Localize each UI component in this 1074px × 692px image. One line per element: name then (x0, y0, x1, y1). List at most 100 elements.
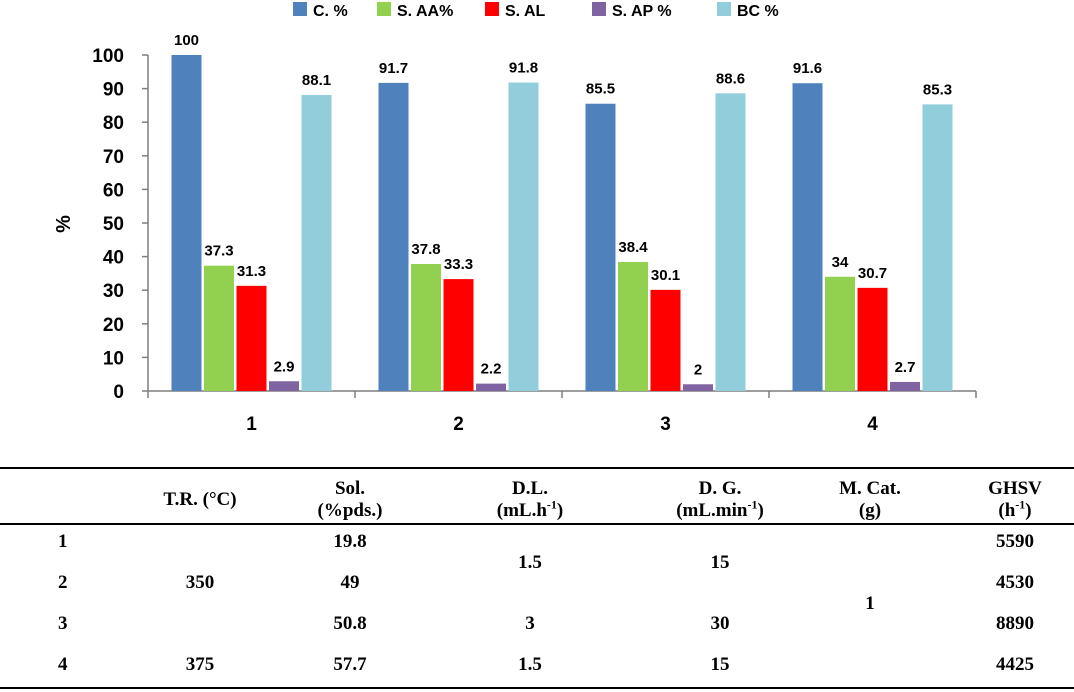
bar (683, 384, 713, 391)
data-label: 2 (694, 361, 702, 378)
data-label: 85.3 (923, 81, 952, 98)
y-tick-label: 20 (103, 315, 124, 336)
header-sol: Sol. (%pds.) (290, 478, 410, 522)
data-label: 37.3 (204, 243, 233, 260)
data-label: 34 (832, 254, 849, 271)
header-dg-line1: D. G. (698, 478, 742, 499)
row-3-sol: 50.8 (333, 613, 367, 634)
bar (618, 261, 648, 391)
dg-value-row-3: 30 (710, 613, 730, 634)
row-1-sol: 19.8 (333, 531, 367, 552)
mcat-value-all: 1 (865, 593, 875, 614)
y-tick-label: 60 (103, 180, 124, 201)
bar (411, 263, 441, 391)
header-dl: D.L. (mL.h-1) (465, 478, 595, 522)
dg-value-row-4: 15 (710, 654, 730, 675)
data-label: 85.5 (586, 81, 615, 98)
legend-label: S. AA% (397, 3, 453, 20)
row-2-ghsv: 4530 (996, 572, 1034, 593)
header-mcat: M. Cat. (g) (810, 478, 930, 522)
data-label: 2.2 (481, 361, 502, 378)
dl-value-row-3: 3 (525, 613, 535, 634)
legend-label: BC % (737, 3, 779, 20)
data-label: 100 (174, 32, 199, 49)
row-1-ghsv: 5590 (996, 531, 1034, 552)
header-dg-line2: (mL.min-1) (676, 497, 764, 521)
x-tick-label: 3 (660, 414, 671, 435)
legend-label: S. AL (505, 3, 546, 20)
y-tick-label: 50 (103, 214, 124, 235)
bar (922, 104, 953, 391)
bar (236, 285, 267, 391)
data-label: 38.4 (618, 239, 648, 256)
dl-value-rows-1-2: 1.5 (518, 552, 542, 573)
data-label: 31.3 (237, 263, 266, 280)
legend-swatch (293, 2, 307, 16)
bar (204, 265, 234, 391)
bar (792, 83, 823, 391)
bar (825, 276, 855, 391)
legend-label: S. AP % (612, 3, 672, 20)
data-label: 91.7 (379, 60, 408, 77)
bar (378, 82, 409, 391)
row-3-id: 3 (58, 613, 68, 634)
header-ghsv-line1: GHSV (988, 478, 1042, 499)
header-mcat-line2: (g) (858, 500, 882, 521)
header-tr: T.R. (°C) (163, 489, 237, 510)
header-mcat-line1: M. Cat. (839, 478, 901, 499)
bar (301, 94, 332, 391)
data-label: 2.7 (895, 359, 916, 376)
y-tick-label: 40 (103, 248, 124, 269)
row-3-ghsv: 8890 (996, 613, 1034, 634)
x-axis: 1 2 3 4 (147, 390, 977, 435)
y-tick-label: 100 (92, 46, 124, 67)
data-label: 88.6 (716, 70, 745, 87)
row-2-sol: 49 (340, 572, 360, 593)
bar (715, 93, 746, 391)
row-4-ghsv: 4425 (996, 654, 1034, 675)
dl-value-row-4: 1.5 (518, 654, 542, 675)
data-label: 30.1 (651, 267, 680, 284)
row-4-id: 4 (58, 654, 68, 675)
bar (443, 279, 474, 391)
data-labels: 100 37.331.3 2.9 88.1 91.7 37.833.3 2.2 91.8 85.… (174, 32, 952, 378)
legend-swatch (377, 2, 391, 16)
y-axis: % 0 10 20 30 40 50 60 70 80 90 100 (53, 46, 149, 403)
header-dl-line1: D.L. (512, 478, 548, 499)
table-bottom-rule (0, 687, 1074, 689)
row-1-id: 1 (58, 531, 68, 552)
bar (508, 82, 539, 391)
data-label: 91.6 (793, 60, 822, 77)
y-axis-label: % (53, 215, 75, 233)
header-sol-line1: Sol. (334, 478, 366, 499)
data-label: 91.8 (509, 60, 538, 77)
legend-swatch (485, 2, 499, 16)
data-label: 30.7 (858, 265, 887, 282)
y-tick-label: 30 (103, 281, 124, 302)
x-tick-label: 4 (867, 414, 878, 435)
bar (171, 55, 202, 391)
y-tick-label: 10 (103, 348, 124, 369)
x-tick-label: 2 (453, 414, 464, 435)
bar (269, 381, 299, 391)
bar (585, 103, 616, 391)
row-2-id: 2 (58, 572, 68, 593)
data-label: 37.8 (411, 241, 440, 258)
bars (171, 55, 953, 391)
table-header-rule (0, 523, 1074, 525)
tr-value-375: 375 (185, 654, 215, 675)
data-label: 2.9 (274, 358, 295, 375)
y-tick-label: 70 (103, 147, 124, 168)
header-sol-line2: (%pds.) (317, 500, 383, 521)
x-tick-label: 1 (246, 414, 257, 435)
header-dg: D. G. (mL.min-1) (645, 478, 795, 522)
bar (857, 287, 888, 391)
y-tick-label: 80 (103, 113, 124, 134)
legend-swatch (717, 2, 731, 16)
table-top-rule (0, 467, 1074, 469)
row-4-sol: 57.7 (333, 654, 367, 675)
y-tick-label: 0 (113, 382, 124, 403)
dg-value-rows-1-2: 15 (710, 552, 730, 573)
data-label: 88.1 (302, 72, 331, 89)
header-dl-line2: (mL.h-1) (496, 497, 564, 521)
